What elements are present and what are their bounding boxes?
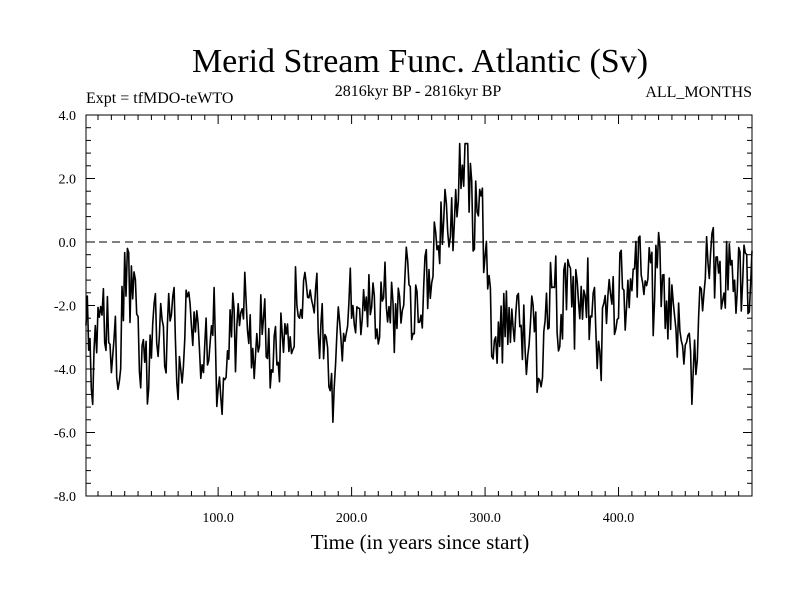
y-tick-label: -4.0 (54, 363, 76, 378)
chart-subtitle-left: Expt = tfMDO-teWTO (86, 90, 233, 107)
chart-subtitle-center: 2816kyr BP - 2816kyr BP (335, 83, 502, 100)
y-tick-label: 2.0 (59, 173, 77, 188)
x-tick-label: 100.0 (202, 511, 234, 526)
series-line (85, 142, 753, 424)
x-tick-label: 300.0 (469, 511, 501, 526)
y-tick-label: -6.0 (54, 427, 76, 442)
x-tick-label: 400.0 (603, 511, 635, 526)
chart-title: Merid Stream Func. Atlantic (Sv) (192, 43, 648, 80)
plot-area: -8.0 -6.0 -4.0 -2.0 0.0 2.0 4.0 100.0 200.0 300.0… (54, 109, 753, 526)
chart-subtitle-right: ALL_MONTHS (645, 84, 752, 101)
y-tick-label: 0.0 (59, 236, 77, 251)
y-tick-label: -8.0 (54, 490, 76, 505)
y-tick-label: -2.0 (54, 300, 76, 315)
x-tick-label: 200.0 (336, 511, 368, 526)
y-tick-label: 4.0 (59, 109, 77, 124)
x-axis-label: Time (in years since start) (311, 530, 530, 554)
